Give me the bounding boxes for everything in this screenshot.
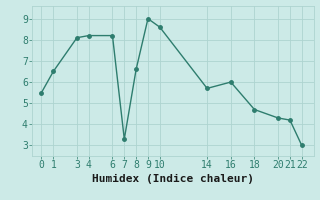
- X-axis label: Humidex (Indice chaleur): Humidex (Indice chaleur): [92, 174, 254, 184]
